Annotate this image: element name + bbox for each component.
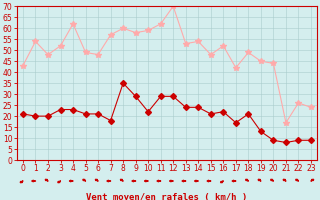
X-axis label: Vent moyen/en rafales ( km/h ): Vent moyen/en rafales ( km/h ) [86, 193, 248, 200]
